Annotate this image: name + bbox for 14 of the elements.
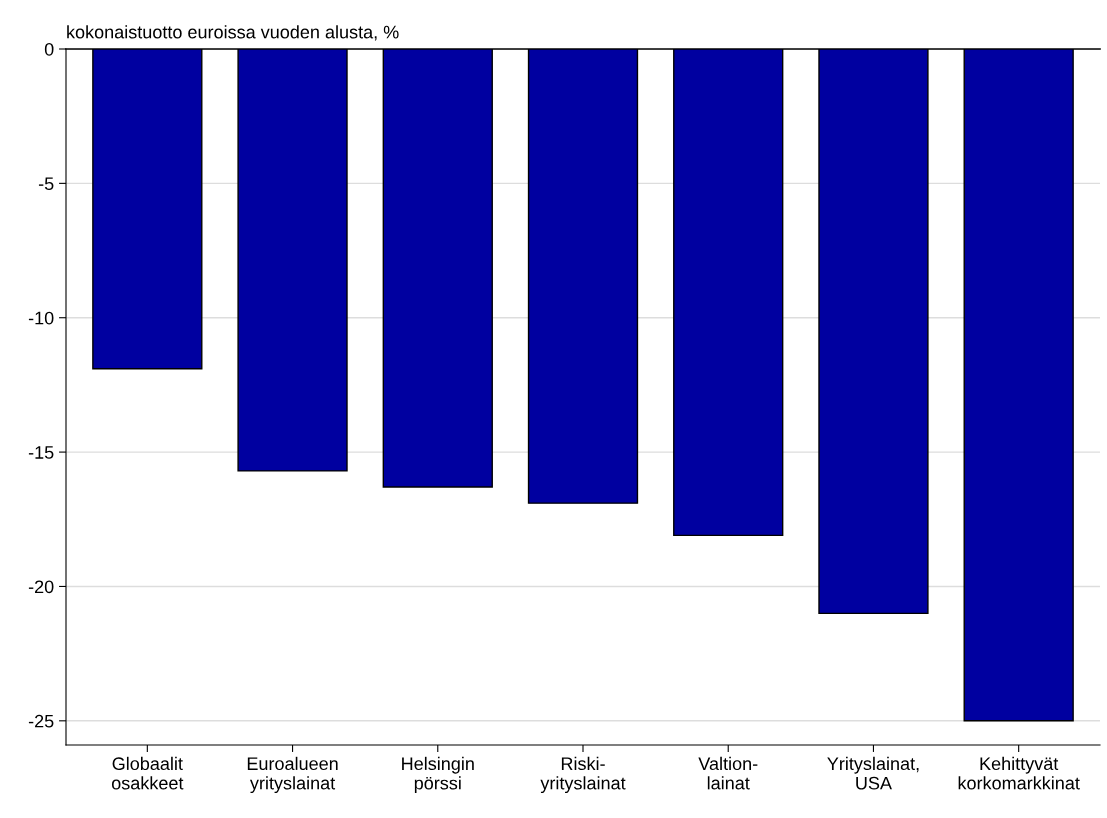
x-tick-label: Riski- yrityslainat (540, 756, 626, 794)
x-tick-label: Globaalit osakkeet (111, 756, 184, 790)
y-tick-label: -25 (28, 714, 54, 728)
x-tick-label: Kehittyvät korkomarkkinat (958, 756, 1080, 790)
x-tick-label: Valtion- lainat (698, 756, 758, 790)
y-tick-label: -20 (28, 580, 54, 594)
y-tick-label: -10 (28, 311, 54, 325)
x-tick-label: Yrityslainat, USA (827, 756, 919, 790)
y-axis-title: kokonaistuotto euroissa vuoden alusta, % (67, 25, 399, 41)
y-tick-label: 0 (44, 42, 54, 56)
y-tick-label: -15 (28, 446, 54, 459)
x-tick-label: Euroalueen yrityslainat (247, 756, 338, 794)
x-tick-label: Helsingin pörssi (402, 756, 474, 794)
y-tick-label: -5 (38, 177, 54, 191)
